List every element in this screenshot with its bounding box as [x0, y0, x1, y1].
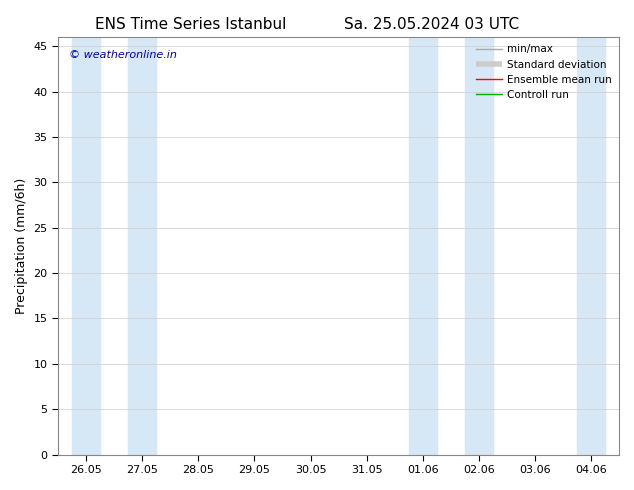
Y-axis label: Precipitation (mm/6h): Precipitation (mm/6h): [15, 178, 28, 314]
Legend: min/max, Standard deviation, Ensemble mean run, Controll run: min/max, Standard deviation, Ensemble me…: [472, 40, 616, 104]
Text: © weatheronline.in: © weatheronline.in: [69, 49, 177, 60]
Bar: [465, 37, 493, 455]
Text: Sa. 25.05.2024 03 UTC: Sa. 25.05.2024 03 UTC: [344, 17, 519, 32]
Bar: [72, 37, 100, 455]
Text: ENS Time Series Istanbul: ENS Time Series Istanbul: [94, 17, 286, 32]
Bar: [128, 37, 156, 455]
Bar: [577, 37, 605, 455]
Bar: [409, 37, 437, 455]
